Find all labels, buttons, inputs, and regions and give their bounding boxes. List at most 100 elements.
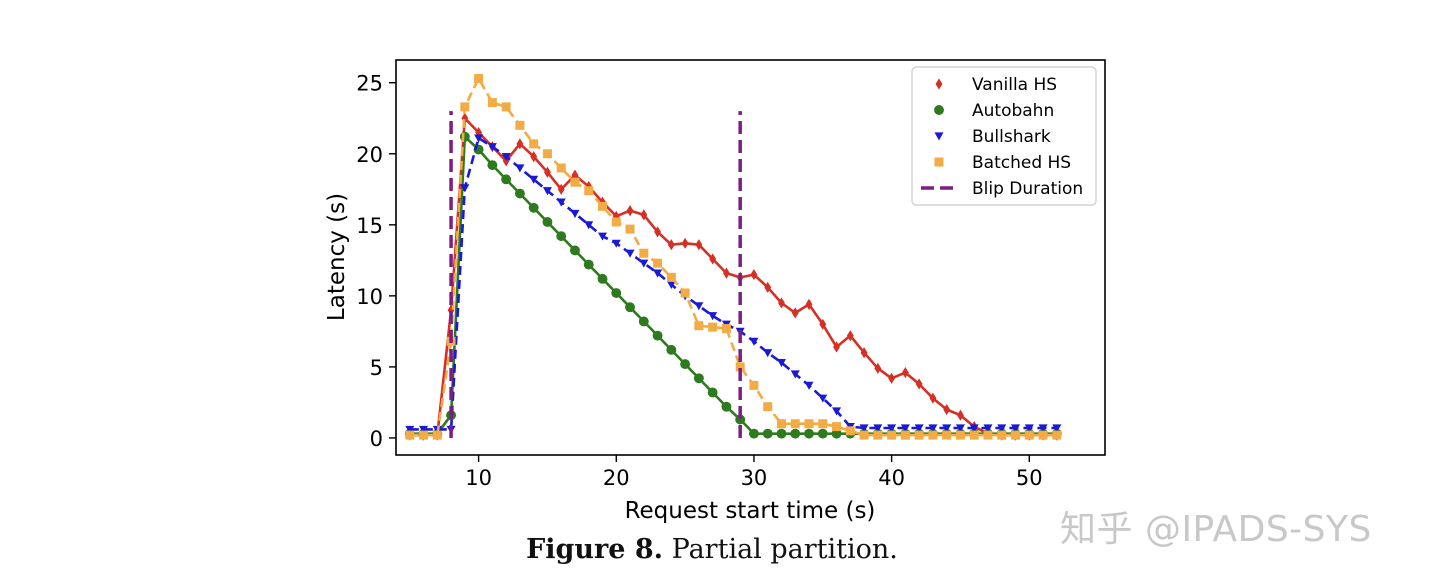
data-point-bullshark	[942, 424, 952, 433]
data-point-vanilla-hs	[874, 362, 882, 374]
data-point-vanilla-hs	[819, 318, 827, 330]
data-point-batched-hs	[735, 362, 745, 372]
figure-caption: Figure 8. Partial partition.	[0, 534, 1424, 565]
data-point-vanilla-hs	[626, 205, 634, 217]
data-point-bullshark	[983, 424, 993, 433]
data-point-autobahn	[748, 428, 759, 439]
data-point-vanilla-hs	[888, 372, 896, 384]
data-point-bullshark	[914, 424, 924, 433]
x-tick-label: 40	[878, 466, 905, 490]
data-point-bullshark	[859, 424, 869, 433]
data-point-autobahn	[638, 316, 649, 327]
data-point-bullshark	[1052, 424, 1062, 433]
data-point-autobahn	[680, 359, 691, 370]
data-point-vanilla-hs	[943, 403, 951, 416]
caption-text: Partial partition.	[663, 534, 898, 565]
data-point-bullshark	[653, 269, 663, 278]
data-point-bullshark	[804, 381, 814, 390]
data-point-vanilla-hs	[640, 209, 648, 221]
data-point-bullshark	[625, 249, 635, 258]
y-axis-label: Latency (s)	[324, 193, 350, 321]
data-point-autobahn	[790, 428, 801, 439]
caption-label: Figure 8.	[526, 534, 664, 565]
data-point-bullshark	[542, 187, 552, 196]
legend-marker-autobahn	[934, 105, 944, 115]
legend-label-bullshark: Bullshark	[972, 127, 1051, 147]
data-point-batched-hs	[983, 430, 993, 440]
y-tick-label: 20	[356, 143, 383, 167]
data-point-autobahn	[693, 373, 704, 384]
data-point-vanilla-hs	[695, 239, 703, 251]
data-point-batched-hs	[529, 139, 539, 149]
data-point-batched-hs	[955, 430, 965, 440]
data-point-autobahn	[611, 288, 622, 298]
data-point-vanilla-hs	[833, 341, 840, 353]
data-point-bullshark	[749, 337, 759, 346]
data-point-bullshark	[1024, 424, 1034, 433]
legend-label-blip-duration: Blip Duration	[972, 179, 1083, 199]
data-point-batched-hs	[432, 430, 442, 440]
data-point-batched-hs	[419, 430, 429, 440]
data-point-batched-hs	[818, 419, 828, 429]
y-axis: 0 5 10 15 20 25	[356, 72, 396, 451]
data-point-bullshark	[611, 239, 621, 248]
data-point-vanilla-hs	[957, 409, 964, 421]
data-point-batched-hs	[900, 430, 910, 440]
data-point-autobahn	[625, 302, 635, 313]
x-tick-label: 30	[741, 466, 768, 490]
y-tick-label: 10	[356, 285, 383, 309]
data-point-bullshark	[501, 153, 511, 162]
data-point-batched-hs	[997, 430, 1007, 440]
data-point-bullshark	[584, 221, 594, 230]
data-point-autobahn	[459, 131, 470, 142]
data-point-batched-hs	[694, 321, 704, 331]
data-point-vanilla-hs	[791, 307, 799, 319]
data-point-batched-hs	[515, 120, 525, 130]
x-tick-label: 20	[603, 466, 630, 490]
data-point-vanilla-hs	[764, 281, 772, 293]
data-point-bullshark	[969, 424, 979, 433]
legend-label-autobahn: Autobahn	[972, 101, 1054, 121]
data-point-autobahn	[817, 428, 828, 439]
legend-marker-bullshark	[934, 132, 944, 141]
data-point-bullshark	[887, 424, 897, 433]
data-point-bullshark	[419, 425, 429, 434]
data-point-bullshark	[529, 175, 539, 184]
legend-marker-vanilla-hs	[935, 78, 943, 90]
data-point-autobahn	[514, 188, 525, 199]
data-point-vanilla-hs	[901, 367, 909, 379]
data-point-autobahn	[721, 401, 732, 412]
data-point-batched-hs	[763, 402, 773, 412]
data-point-autobahn	[666, 344, 677, 355]
legend-marker-batched-hs	[934, 157, 944, 167]
data-point-autobahn	[776, 428, 787, 439]
data-point-vanilla-hs	[915, 378, 923, 390]
data-point-batched-hs	[928, 430, 938, 440]
y-tick-label: 25	[356, 72, 383, 96]
data-point-vanilla-hs	[654, 226, 661, 238]
data-point-bullshark	[405, 425, 415, 434]
data-point-batched-hs	[487, 98, 497, 108]
data-point-batched-hs	[914, 430, 924, 440]
data-point-batched-hs	[653, 258, 663, 268]
data-point-bullshark	[570, 209, 580, 218]
data-point-autobahn	[831, 428, 842, 439]
data-point-batched-hs	[969, 430, 979, 440]
data-point-vanilla-hs	[846, 330, 854, 342]
plot-area	[404, 73, 1062, 441]
data-point-batched-hs	[680, 288, 690, 298]
data-point-bullshark	[708, 312, 718, 321]
data-point-batched-hs	[1011, 430, 1021, 440]
data-point-batched-hs	[776, 419, 786, 429]
data-point-autobahn	[652, 330, 663, 341]
data-point-batched-hs	[570, 177, 580, 187]
data-point-batched-hs	[556, 163, 566, 173]
data-point-batched-hs	[584, 186, 594, 196]
data-point-bullshark	[955, 424, 965, 433]
data-point-batched-hs	[804, 419, 814, 429]
data-point-batched-hs	[790, 419, 800, 429]
data-point-vanilla-hs	[667, 239, 675, 251]
data-point-batched-hs	[1052, 430, 1062, 440]
data-point-batched-hs	[625, 224, 635, 234]
